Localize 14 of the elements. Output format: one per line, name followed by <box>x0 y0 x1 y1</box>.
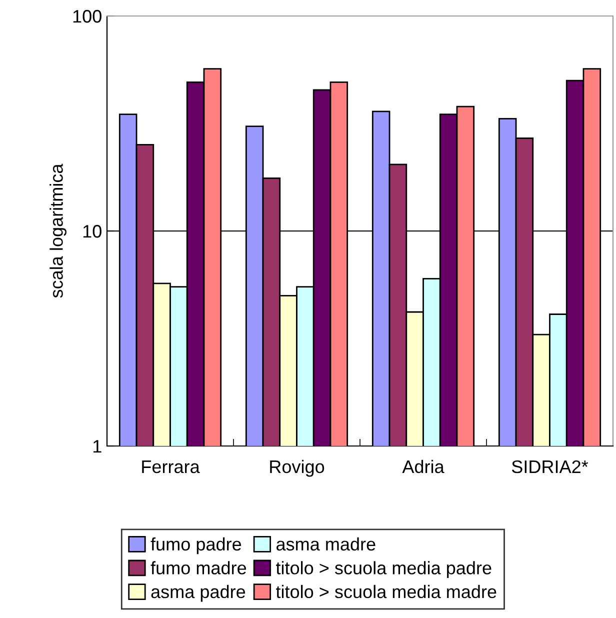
y-tick-label: 10 <box>83 224 102 238</box>
legend-label: titolo > scuola media padre <box>276 561 492 578</box>
x-tick-label: Ferrara <box>142 460 200 474</box>
y-tick-label: 1 <box>93 440 102 453</box>
legend-label: fumo madre <box>150 561 246 574</box>
y-axis-title: scala logaritmica <box>50 164 66 298</box>
x-tick-label: SIDRIA2* <box>512 460 588 474</box>
legend-label: fumo padre <box>150 537 242 554</box>
y-tick-label: 100 <box>73 10 102 23</box>
legend-label: titolo > scuola media madre <box>276 584 496 598</box>
x-tick-label: Adria <box>402 460 444 474</box>
x-tick-label: Rovigo <box>270 460 324 477</box>
legend-label: asma padre <box>151 584 246 602</box>
legend-label: asma madre <box>276 537 376 551</box>
